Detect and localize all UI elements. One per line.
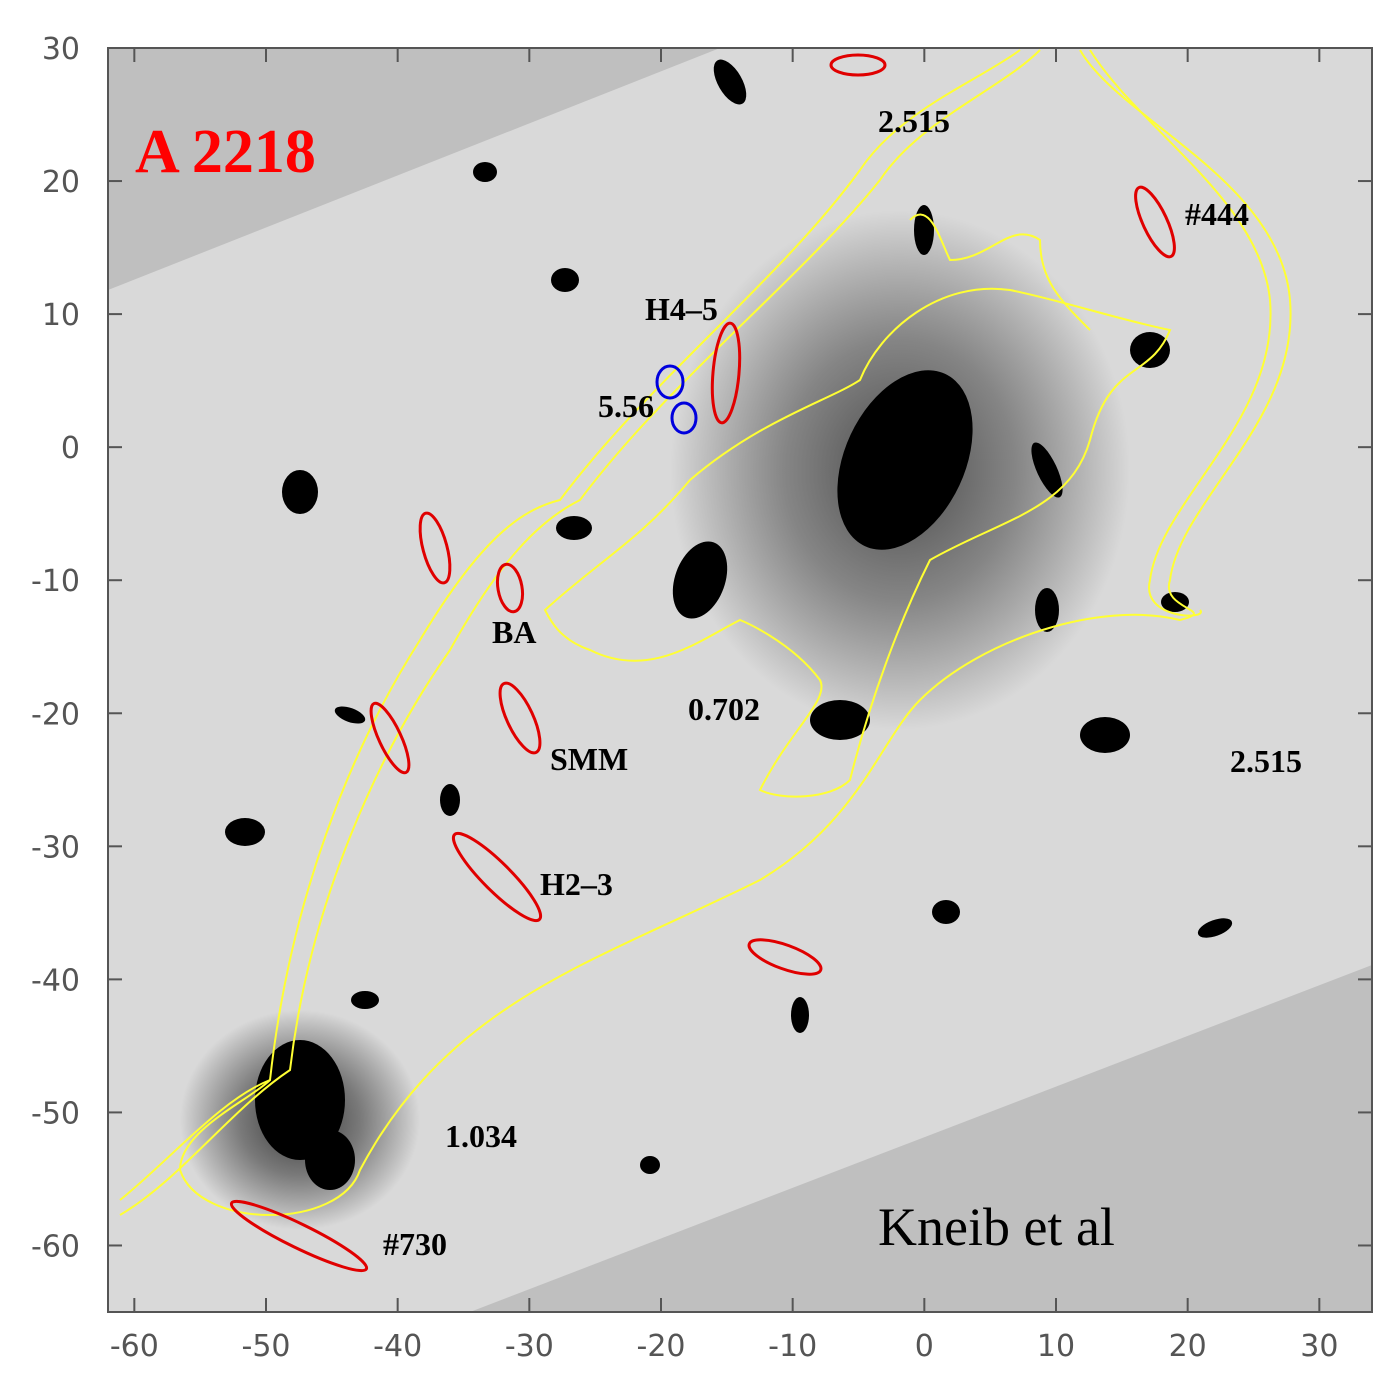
chart-title: A 2218 [135,118,316,186]
y-tick-label: 20 [42,165,80,200]
credit: Kneib et al [878,1197,1115,1257]
annotation: H4–5 [645,291,718,327]
annotation: 5.56 [598,388,654,424]
y-tick-label: -10 [31,564,80,599]
annotation: H2–3 [540,866,613,902]
annotation: #444 [1185,196,1249,232]
x-tick-label: 30 [1300,1329,1338,1364]
annotation: SMM [550,741,628,777]
x-tick-label: -30 [505,1329,554,1364]
annotation: #730 [383,1226,447,1262]
x-tick-label: -50 [242,1329,291,1364]
x-tick-label: 10 [1037,1329,1075,1364]
y-tick-label: -30 [31,830,80,865]
y-tick-label: -40 [31,963,80,998]
annotation: 1.034 [445,1118,517,1154]
x-tick-label: -10 [768,1329,817,1364]
x-tick-label: -60 [110,1329,159,1364]
y-tick-label: -50 [31,1096,80,1131]
y-tick-label: -20 [31,697,80,732]
annotation: 0.702 [688,691,760,727]
x-tick-label: -40 [373,1329,422,1364]
y-tick-label: 30 [42,32,80,67]
x-tick-label: -20 [637,1329,686,1364]
figure: A 2218 Kneib et al -60 -50 -40 -30 -20 -10 0 10… [0,0,1387,1373]
annotation: 2.515 [878,103,950,139]
x-tick-label: 20 [1169,1329,1207,1364]
sky-image [108,48,1372,1312]
y-tick-label: 10 [42,298,80,333]
x-tick-label: 0 [915,1329,934,1364]
annotation: BA [492,614,536,650]
y-tick-label: -60 [31,1229,80,1264]
y-tick-label: 0 [61,431,80,466]
annotation: 2.515 [1230,743,1302,779]
